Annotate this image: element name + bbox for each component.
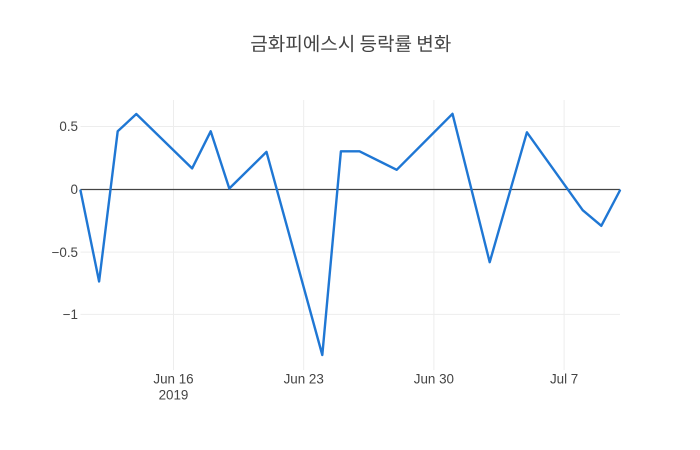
svg-text:Jul 7: Jul 7: [550, 372, 578, 387]
svg-text:Jun 30: Jun 30: [414, 372, 454, 387]
svg-text:0.5: 0.5: [59, 119, 78, 134]
svg-text:2019: 2019: [159, 387, 189, 402]
svg-text:Jun 16: Jun 16: [153, 372, 193, 387]
svg-text:−1: −1: [63, 307, 78, 322]
svg-text:−0.5: −0.5: [52, 245, 78, 260]
svg-text:Jun 23: Jun 23: [284, 372, 324, 387]
svg-text:0: 0: [71, 182, 78, 197]
